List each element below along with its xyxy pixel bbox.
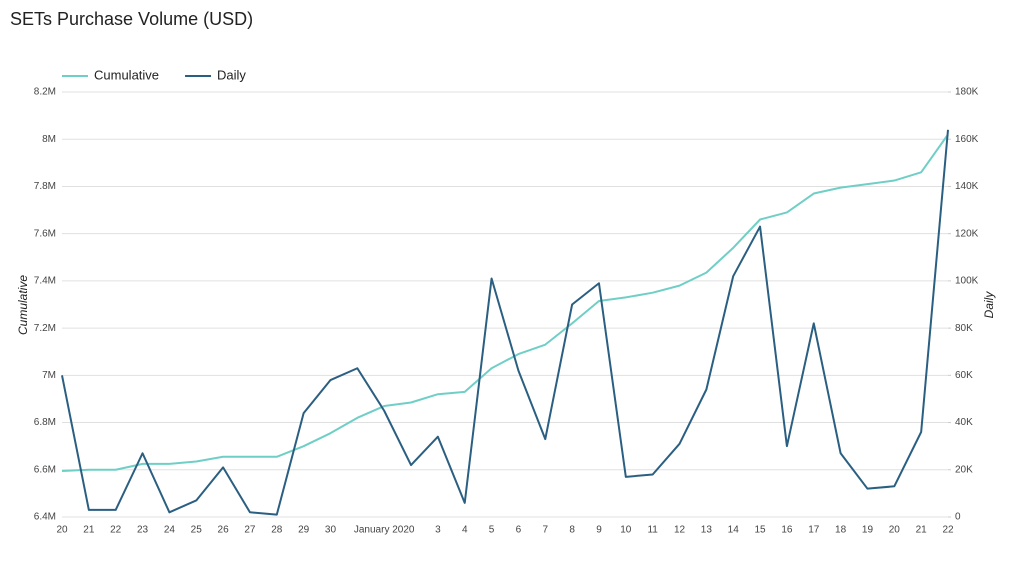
x-tick-label: 6 [516,525,522,536]
x-tick-label: 10 [620,525,632,536]
y-tick-label: 8M [42,134,56,145]
y-tick-label: 7.4M [34,276,56,287]
y2-tick-label: 120K [955,228,979,239]
y2-tick-label: 180K [955,87,979,98]
y-tick-label: 6.4M [34,512,56,523]
x-tick-label: 18 [835,525,847,536]
x-tick-label: 3 [435,525,441,536]
x-tick-label: 22 [942,525,954,536]
legend-label: Cumulative [94,67,159,82]
y-tick-label: 7.8M [34,181,56,192]
x-tick-label: 22 [110,525,122,536]
y-tick-label: 7M [42,370,56,381]
x-tick-label: 25 [191,525,203,536]
x-tick-label: 20 [889,525,901,536]
y2-axis-title: Daily [982,291,996,319]
x-tick-label: 11 [647,525,658,536]
x-tick-label: 28 [271,525,283,536]
x-tick-label: 23 [137,525,149,536]
x-tick-label: 7 [542,525,548,536]
x-tick-label: 12 [674,525,686,536]
y-tick-label: 6.8M [34,417,56,428]
y-tick-label: 6.6M [34,464,56,475]
x-tick-label: 21 [916,525,928,536]
x-tick-label: 19 [862,525,874,536]
x-tick-label: January 2020 [354,525,415,536]
y-tick-label: 8.2M [34,87,56,98]
x-tick-label: 30 [325,525,337,536]
y2-tick-label: 160K [955,134,979,145]
y2-tick-label: 0 [955,512,961,523]
line-daily [61,129,949,516]
x-tick-label: 8 [569,525,575,536]
x-tick-label: 21 [83,525,95,536]
x-tick-label: 4 [462,525,468,536]
x-tick-label: 20 [56,525,68,536]
x-tick-label: 13 [701,525,713,536]
x-tick-label: 27 [244,525,256,536]
x-tick-label: 14 [728,525,740,536]
x-tick-label: 24 [164,525,176,536]
y-tick-label: 7.2M [34,323,56,334]
x-tick-label: 15 [754,525,766,536]
chart-title: SETs Purchase Volume (USD) [10,9,253,29]
y2-tick-label: 140K [955,181,979,192]
x-tick-label: 5 [489,525,495,536]
y2-tick-label: 40K [955,417,973,428]
y2-tick-label: 80K [955,323,973,334]
line-cumulative [61,133,949,472]
y-axis-title: Cumulative [16,275,30,335]
y-tick-label: 7.6M [34,228,56,239]
x-tick-label: 26 [218,525,230,536]
x-tick-label: 17 [808,525,820,536]
x-tick-label: 9 [596,525,602,536]
legend-label: Daily [217,67,246,82]
x-tick-label: 16 [781,525,793,536]
y2-tick-label: 60K [955,370,973,381]
y2-tick-label: 100K [955,276,979,287]
y2-tick-label: 20K [955,464,973,475]
x-tick-label: 29 [298,525,310,536]
